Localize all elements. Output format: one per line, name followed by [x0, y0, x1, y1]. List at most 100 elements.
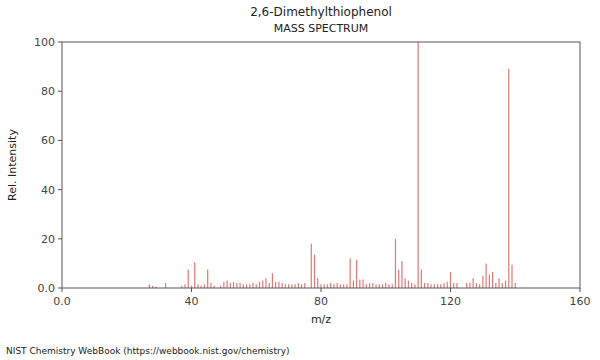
peak — [246, 284, 247, 288]
peak — [502, 283, 503, 288]
peak — [337, 283, 338, 288]
peak — [330, 283, 331, 288]
peak — [447, 282, 448, 288]
x-tick — [191, 288, 192, 292]
y-tick-label: 40 — [41, 184, 55, 197]
title: 2,6-Dimethylthiophenol — [250, 5, 392, 19]
peak — [424, 283, 425, 288]
peak — [259, 282, 260, 288]
x-tick — [450, 288, 451, 292]
y-tick — [58, 189, 62, 190]
y-axis: 0.020406080100 — [34, 36, 62, 295]
peak — [511, 265, 512, 288]
peak — [359, 279, 360, 288]
peak — [291, 284, 292, 288]
y-tick — [58, 91, 62, 92]
peak — [311, 244, 312, 288]
peak — [265, 278, 266, 288]
peak — [197, 284, 198, 288]
peak — [275, 282, 276, 288]
peak — [453, 283, 454, 288]
peak — [327, 284, 328, 288]
y-tick-label: 0.0 — [38, 282, 56, 295]
peak — [243, 284, 244, 288]
peak — [343, 284, 344, 288]
peak — [418, 42, 419, 288]
peak — [233, 282, 234, 288]
peak — [427, 283, 428, 288]
peak — [230, 283, 231, 288]
peak — [430, 284, 431, 288]
peak — [388, 284, 389, 288]
y-tick — [58, 238, 62, 239]
y-tick-label: 100 — [34, 36, 55, 49]
peak — [295, 284, 296, 288]
peak — [285, 284, 286, 288]
peak — [353, 281, 354, 288]
peak — [301, 284, 302, 288]
peak — [498, 278, 499, 288]
peak — [443, 283, 444, 288]
peak — [392, 284, 393, 288]
peak — [366, 284, 367, 288]
x-tick-label: 40 — [185, 295, 199, 308]
y-tick — [58, 42, 62, 43]
peak — [346, 284, 347, 288]
footer: NIST Chemistry WebBook (https://webbook.… — [6, 346, 290, 356]
peak — [362, 279, 363, 288]
peak — [372, 283, 373, 288]
peak — [515, 283, 516, 288]
peak — [194, 262, 195, 288]
peak — [382, 284, 383, 288]
x-tick-label: 120 — [440, 295, 461, 308]
x-tick-label: 160 — [570, 295, 591, 308]
peak — [437, 284, 438, 288]
peak — [379, 284, 380, 288]
peak — [434, 284, 435, 288]
peak — [324, 284, 325, 288]
x-axis: 0.04080120160 — [53, 288, 590, 308]
peak — [482, 276, 483, 288]
peak — [369, 283, 370, 288]
peak — [450, 272, 451, 288]
peak — [317, 278, 318, 288]
y-tick-label: 80 — [41, 85, 55, 98]
peak — [252, 283, 253, 288]
x-tick — [580, 288, 581, 292]
peak — [256, 284, 257, 288]
peak — [440, 284, 441, 288]
peak — [476, 283, 477, 288]
peak — [236, 283, 237, 288]
peak — [350, 258, 351, 288]
peak — [188, 270, 189, 288]
peak — [505, 281, 506, 288]
peak — [408, 281, 409, 288]
peak — [227, 281, 228, 288]
x-tick — [62, 288, 63, 292]
peak — [272, 273, 273, 288]
peak — [239, 283, 240, 288]
peak — [262, 281, 263, 288]
peak — [375, 284, 376, 288]
y-tick — [58, 140, 62, 141]
peak — [207, 270, 208, 288]
peak — [340, 284, 341, 288]
marks — [149, 42, 515, 288]
x-axis-label: m/z — [311, 313, 331, 326]
peak — [492, 272, 493, 288]
peak — [398, 270, 399, 288]
peak — [469, 283, 470, 288]
x-tick — [321, 288, 322, 292]
peak — [395, 239, 396, 288]
peak — [473, 278, 474, 288]
peak — [486, 263, 487, 288]
peak — [489, 274, 490, 288]
peak — [223, 282, 224, 288]
peak — [421, 270, 422, 288]
peak — [298, 283, 299, 288]
chart-container: 2,6-DimethylthiophenolMASS SPECTRUM0.020… — [0, 0, 600, 360]
chart: 2,6-DimethylthiophenolMASS SPECTRUM0.020… — [0, 0, 600, 360]
peak — [401, 261, 402, 288]
peak — [385, 283, 386, 288]
peak — [320, 284, 321, 288]
